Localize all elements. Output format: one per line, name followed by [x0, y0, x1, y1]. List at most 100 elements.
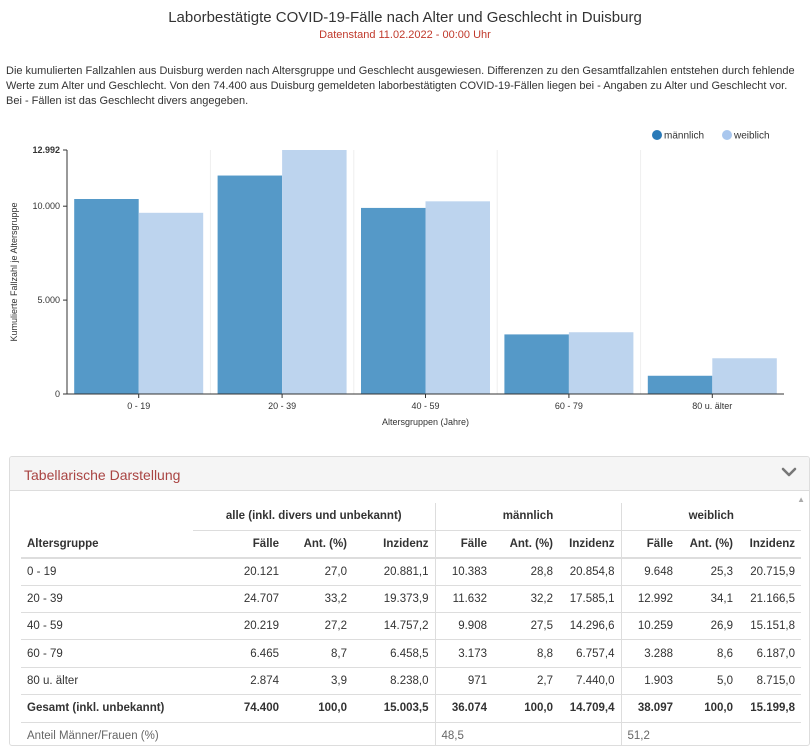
table-cell: 8,6: [679, 639, 739, 668]
scroll-up-icon[interactable]: ▲: [797, 495, 805, 504]
table-cell: [679, 722, 739, 745]
table-cell: 10.259: [620, 612, 679, 641]
table-cell: 27,0: [285, 557, 353, 586]
legend-marker-male: [652, 130, 662, 140]
legend-label-female: weiblich: [733, 131, 770, 142]
chart-subtitle: Datenstand 11.02.2022 - 00:00 Uhr: [319, 29, 491, 41]
table-cell: 9.908: [434, 612, 493, 641]
table-cell: [285, 722, 353, 745]
table-header-row: Altersgruppe Fälle Ant. (%) Inzidenz Fäl…: [21, 530, 801, 559]
table-cell: 14.757,2: [353, 612, 435, 641]
table-cell: 20.219: [193, 612, 285, 641]
x-tick-label: 0 - 19: [127, 401, 150, 411]
table-cell: 60 - 79: [21, 639, 193, 668]
column-header: Fälle: [620, 530, 679, 559]
table-cell: 10.383: [434, 557, 493, 586]
table-cell: 3.288: [620, 639, 679, 668]
table-cell: 20 - 39: [21, 585, 193, 614]
y-axis-label: Kumulierte Fallzahl je Altersgruppe: [9, 202, 19, 341]
table-cell: 100,0: [285, 694, 353, 723]
bar-female: [282, 150, 347, 394]
table-cell: 3.173: [434, 639, 493, 668]
table-cell: 40 - 59: [21, 612, 193, 641]
table-cell: 20.715,9: [739, 557, 801, 586]
bar-female: [425, 201, 490, 394]
table-cell: [493, 722, 559, 745]
table-cell: 5,0: [679, 667, 739, 696]
column-header: Inzidenz: [739, 530, 801, 559]
table-group-header-row: alle (inkl. divers und unbekannt) männli…: [21, 503, 801, 531]
column-header: Ant. (%): [285, 530, 353, 559]
table-cell: 34,1: [679, 585, 739, 614]
table-cell: 11.632: [434, 585, 493, 614]
table-row: 80 u. älter 2.874 3,9 8.238,0 971 2,7 7.440,0 1…: [21, 667, 801, 696]
table-cell: 971: [434, 667, 493, 696]
x-axis-label: Altersgruppen (Jahre): [382, 417, 469, 427]
table-cell: 27,5: [493, 612, 559, 641]
column-header: Ant. (%): [679, 530, 739, 559]
table-cell: 6.187,0: [739, 639, 801, 668]
bar-male: [504, 334, 569, 394]
table-cell: 2.874: [193, 667, 285, 696]
bar-chart: 0 5.000 10.000 12.992 0 - 19 20 - 39 40 - 59 60…: [9, 130, 784, 427]
table-row: 0 - 19 20.121 27,0 20.881,1 10.383 28,8 20.854…: [21, 557, 801, 586]
table-cell: 14.296,6: [559, 612, 621, 641]
table-cell: 51,2: [620, 722, 679, 745]
table-cell: 20.854,8: [559, 557, 621, 586]
chart-description: Die kumulierten Fallzahlen aus Duisburg …: [6, 65, 795, 107]
group-header-all: alle (inkl. divers und unbekannt): [193, 503, 435, 531]
column-header: Altersgruppe: [21, 530, 193, 559]
table-cell: 9.648: [620, 557, 679, 586]
table-cell: 32,2: [493, 585, 559, 614]
chart-title: Laborbestätigte COVID-19-Fälle nach Alte…: [168, 9, 642, 26]
table-body: 0 - 19 20.121 27,0 20.881,1 10.383 28,8 20.854…: [21, 557, 801, 745]
table-cell: 19.373,9: [353, 585, 435, 614]
table-cell: 100,0: [679, 694, 739, 723]
table-cell: 100,0: [493, 694, 559, 723]
table-cell: 20.121: [193, 557, 285, 586]
table-cell: 12.992: [620, 585, 679, 614]
table-cell: 28,8: [493, 557, 559, 586]
table-cell: 15.003,5: [353, 694, 435, 723]
table-cell: 3,9: [285, 667, 353, 696]
table-cell: 1.903: [620, 667, 679, 696]
column-header: Inzidenz: [559, 530, 621, 559]
group-header-female: weiblich: [620, 503, 801, 531]
table-row: 20 - 39 24.707 33,2 19.373,9 11.632 32,2 17.58…: [21, 585, 801, 614]
table-cell: 24.707: [193, 585, 285, 614]
table-cell: 8,7: [285, 639, 353, 668]
table-cell: 17.585,1: [559, 585, 621, 614]
bar-male: [217, 175, 283, 394]
table-cell: 8.715,0: [739, 667, 801, 696]
bar-male: [74, 198, 139, 394]
table-cell: 25,3: [679, 557, 739, 586]
table-cell: 0 - 19: [21, 557, 193, 586]
legend-marker-female: [722, 130, 732, 140]
table-panel-header[interactable]: Tabellarische Darstellung: [10, 457, 809, 491]
table-cell: 6.465: [193, 639, 285, 668]
table-cell: 21.166,5: [739, 585, 801, 614]
table-cell: [353, 722, 435, 745]
table-cell: 80 u. älter: [21, 667, 193, 696]
x-tick-label: 20 - 39: [268, 401, 296, 411]
table-cell: 6.757,4: [559, 639, 621, 668]
table-cell: 7.440,0: [559, 667, 621, 696]
table-cell: Anteil Männer/Frauen (%): [27, 730, 159, 743]
table-cell: 33,2: [285, 585, 353, 614]
column-header: Ant. (%): [493, 530, 559, 559]
bar-female: [568, 332, 634, 394]
x-tick-label: 40 - 59: [411, 401, 439, 411]
table-cell: 48,5: [434, 722, 493, 745]
table-cell: [193, 722, 285, 745]
column-header: Fälle: [193, 530, 285, 559]
table-cell: 6.458,5: [353, 639, 435, 668]
table-panel: Tabellarische Darstellung ▲ alle (inkl. …: [9, 456, 810, 746]
y-tick-label: 10.000: [32, 201, 60, 211]
table-cell: 26,9: [679, 612, 739, 641]
table-row: 60 - 79 6.465 8,7 6.458,5 3.173 8,8 6.757,4 3.2…: [21, 639, 801, 668]
table-cell: 15.199,8: [739, 694, 801, 723]
table-cell: 14.709,4: [559, 694, 621, 723]
table-cell: 74.400: [193, 694, 285, 723]
chevron-down-icon[interactable]: [781, 464, 797, 480]
bar-female: [712, 358, 777, 394]
